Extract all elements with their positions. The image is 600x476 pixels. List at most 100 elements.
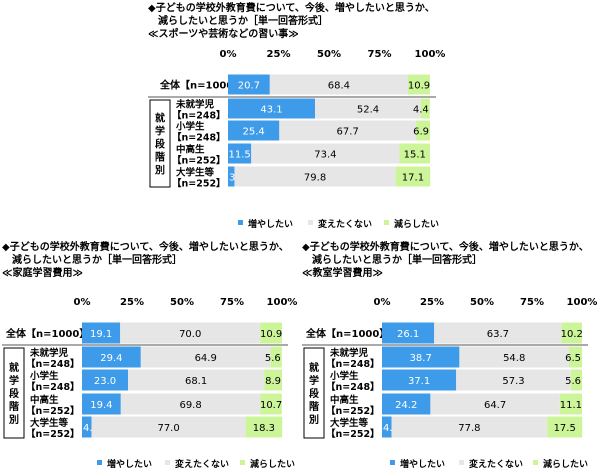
bar-decrease [416, 120, 430, 141]
bar-unchanged [128, 369, 265, 391]
bar-increase [228, 98, 316, 119]
bar-increase [82, 416, 92, 438]
bar-increase [228, 120, 280, 141]
category-label-n: 【n=248】 [172, 132, 226, 144]
group-label-char: 就 [155, 112, 165, 125]
bar-unchanged [315, 98, 421, 119]
legend-unchanged: 変えたくない [175, 458, 229, 470]
legend-unchanged-swatch [308, 220, 313, 225]
x-tick-label: 25% [420, 297, 444, 308]
bar-unchanged [269, 74, 408, 95]
legend-increase: 増やしたい [248, 218, 293, 230]
data-label-unchanged: 64.9 [195, 353, 217, 364]
data-label-decrease: 11.1 [560, 400, 582, 411]
bar-unchanged [391, 416, 548, 438]
chart-title: ◆子どもの学校外教育費について、今後、増やしたいと思うか、 減らしたいと思うか［… [2, 241, 289, 280]
bar-increase [382, 322, 435, 344]
data-label-decrease: 18.3 [253, 423, 275, 434]
chart-svg: 0% 25% 50% 75% 100% 全体【n=1000】20.7 68.4 10.9 未就学… [148, 49, 446, 230]
data-label-decrease: 15.1 [404, 150, 426, 161]
bar-decrease [260, 322, 282, 344]
bar-decrease [399, 143, 430, 164]
category-label: 大学生等 [330, 417, 369, 429]
category-label: 全体【n=1000】 [5, 327, 89, 340]
data-label-increase: 29.4 [100, 353, 122, 364]
x-tick-label: 25% [120, 297, 144, 308]
x-tick-label: 100% [415, 49, 446, 60]
data-label-decrease: 10.9 [260, 329, 282, 340]
legend-increase-swatch [238, 220, 243, 225]
legend-increase: 増やしたい [400, 458, 445, 470]
data-label-decrease: 6.9 [413, 127, 429, 138]
bar-decrease [260, 393, 282, 415]
bar-unchanged [430, 393, 560, 415]
group-label-char: 段 [155, 138, 165, 151]
legend-decrease: 減らしたい [250, 458, 295, 470]
group-label-char: 就 [309, 361, 319, 374]
bar-unchanged [251, 143, 400, 164]
category-label: 中高生 [176, 144, 205, 156]
category-label: 未就学児 [175, 99, 215, 111]
x-tick-label: 100% [267, 297, 298, 308]
data-label-unchanged: 68.4 [328, 81, 350, 92]
x-tick-label: 75% [520, 297, 544, 308]
legend-increase: 増やしたい [107, 458, 152, 470]
bar-increase [82, 322, 121, 344]
chart-subtitle: ≪家庭学習費用≫ [2, 268, 83, 279]
data-label-increase: 20.7 [238, 81, 260, 92]
group-label-char: 階 [155, 151, 165, 164]
bar-unchanged [120, 322, 261, 344]
group-label-char: 階 [309, 400, 319, 413]
chart-panel-lessons: ◆子どもの学校外教育費について、今後、増やしたいと思うか、 減らしたいと思うか［… [148, 2, 448, 238]
data-label-unchanged: 77.8 [458, 423, 480, 434]
bar-decrease [547, 416, 583, 438]
group-label-box [149, 99, 171, 188]
data-label-unchanged: 73.4 [314, 150, 336, 161]
bar-unchanged [456, 369, 571, 391]
category-label-n: 【n=252】 [172, 178, 226, 190]
chart-subtitle: ≪スポーツや芸術などの習い事≫ [148, 29, 299, 40]
data-label-increase: 38.7 [410, 353, 432, 364]
category-label-n: 【n=252】 [172, 155, 226, 167]
bar-increase [228, 166, 235, 187]
data-label-unchanged: 79.8 [304, 173, 326, 184]
data-label-unchanged: 57.3 [502, 376, 524, 387]
x-tick-label: 0% [374, 297, 391, 308]
category-label: 小学生 [175, 121, 205, 133]
data-label-decrease: 10.9 [408, 81, 430, 92]
title-line-2: 減らしたいと思うか［単一回答形式］ [312, 255, 482, 266]
legend-increase-swatch [97, 460, 102, 465]
data-label-unchanged: 77.0 [157, 423, 179, 434]
data-label-increase: 11.5 [228, 150, 250, 161]
data-label-increase: 25.4 [243, 127, 265, 138]
category-label-n: 【n=252】 [26, 405, 80, 417]
data-label-decrease: 17.5 [554, 423, 576, 434]
data-label-unchanged: 67.7 [337, 127, 359, 138]
data-label-unchanged: 54.8 [503, 353, 525, 364]
legend-increase-swatch [390, 460, 395, 465]
category-label-n: 【n=248】 [326, 381, 380, 393]
category-label: 小学生 [329, 370, 359, 382]
bar-increase [382, 416, 392, 438]
category-label: 中高生 [30, 394, 59, 406]
data-label-increase: 19.4 [90, 400, 112, 411]
bar-decrease [264, 369, 282, 391]
bar-unchanged [459, 346, 569, 368]
bar-decrease [270, 346, 282, 368]
bar-unchanged [434, 322, 562, 344]
x-tick-label: 75% [368, 49, 392, 60]
category-label-n: 【n=248】 [26, 381, 80, 393]
category-label: 未就学児 [29, 347, 69, 359]
data-label-unchanged: 52.4 [357, 105, 379, 116]
bar-decrease [561, 322, 582, 344]
data-label-decrease: 6.5 [565, 353, 581, 364]
bar-increase [382, 393, 431, 415]
data-label-increase: 4.8 [383, 423, 399, 434]
legend-unchanged: 変えたくない [318, 218, 372, 230]
category-label: 大学生等 [30, 417, 69, 429]
bar-unchanged [91, 416, 246, 438]
category-label-n: 【n=252】 [326, 405, 380, 417]
data-label-decrease: 8.9 [265, 376, 281, 387]
bar-decrease [559, 393, 582, 415]
data-label-decrease: 17.1 [402, 173, 424, 184]
